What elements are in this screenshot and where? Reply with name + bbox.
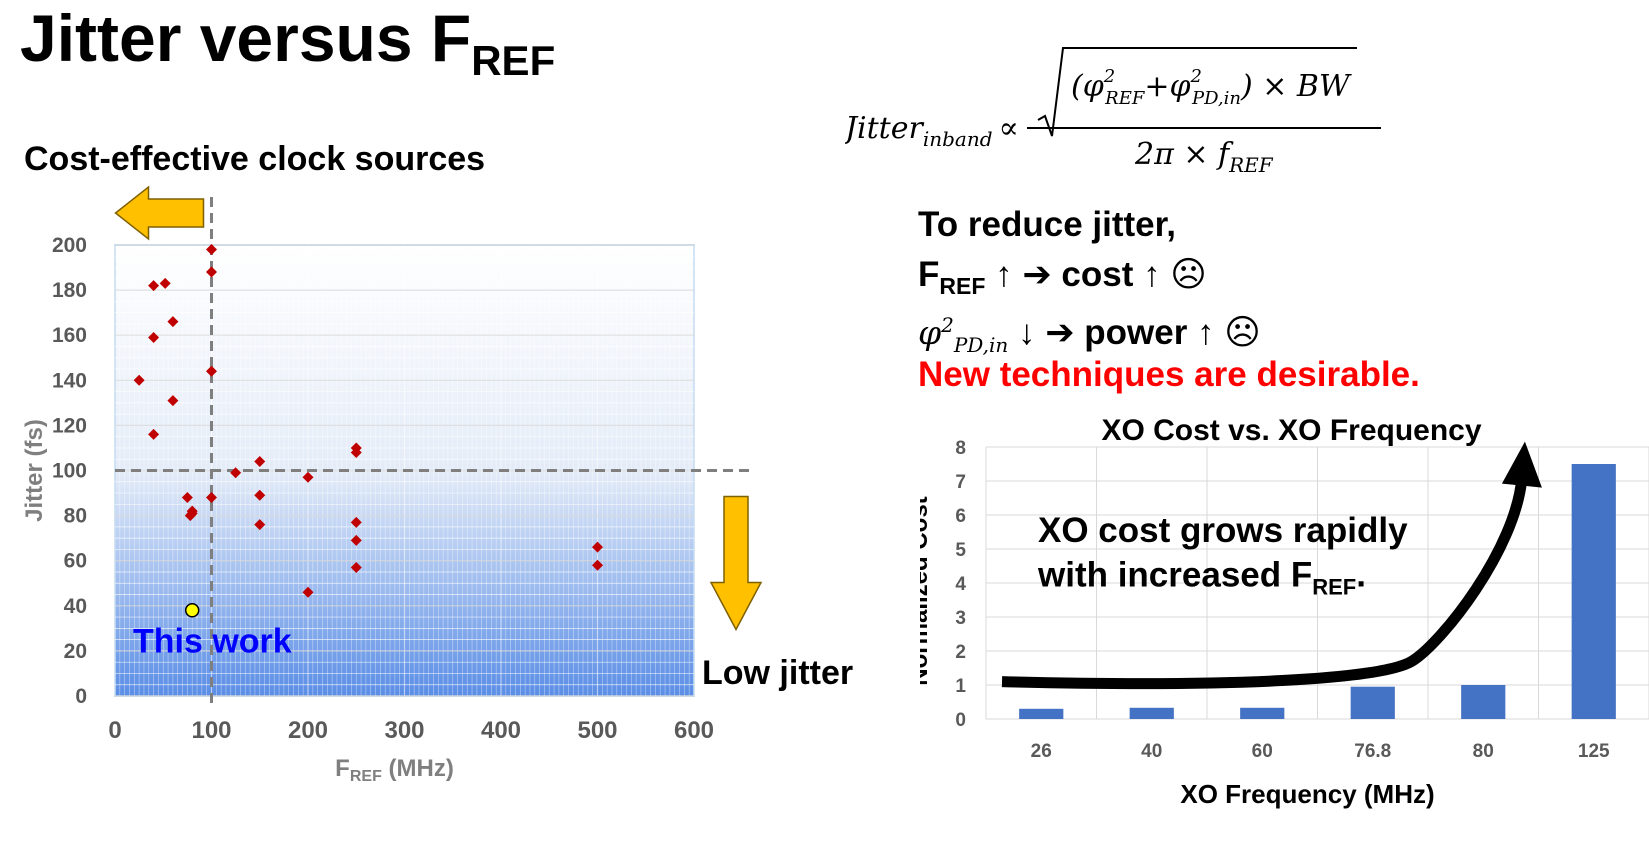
y-tick-label: 100 (52, 460, 87, 483)
xo-cost-note-line-1: XO cost grows rapidly (1038, 511, 1408, 550)
data-point (350, 446, 362, 458)
page-title: Jitter versus FREF (20, 0, 555, 85)
data-point (167, 316, 179, 328)
x-tick-label: 100 (191, 717, 231, 744)
x-tick-label: 300 (384, 717, 424, 744)
data-point (186, 505, 198, 517)
bar-y-tick-label: 4 (955, 574, 966, 595)
bar-y-axis-title: Normalized Cost (920, 496, 933, 685)
bar-y-tick-label: 7 (955, 472, 966, 493)
data-point (148, 280, 160, 292)
data-point (167, 395, 179, 407)
bar (1571, 464, 1616, 719)
jitter-scatter-chart: 0 100 200 300 400 500 600 0 20 40 60 80 100 120 140 160… (0, 180, 920, 846)
data-point (159, 277, 171, 289)
data-point (592, 559, 603, 571)
data-point (181, 492, 193, 504)
y-tick-label: 0 (75, 685, 87, 708)
x-tick-label: 0 (108, 717, 121, 744)
data-point (302, 586, 314, 598)
bar (1240, 707, 1285, 719)
bar-y-tick-label: 8 (955, 438, 966, 459)
bar-y-tick-label: 6 (955, 506, 966, 527)
this-work-label: This work (133, 622, 292, 660)
formula-lhs: Jitterinband ∝ (845, 111, 1019, 151)
data-point (350, 516, 362, 528)
xo-cost-note-line-2: with increased FREF. (1037, 555, 1366, 599)
bar-x-tick-label: 40 (1141, 741, 1162, 762)
growth-curve-arrow (1001, 477, 1528, 690)
bar-x-tick-label: 26 (1031, 741, 1052, 762)
y-tick-label: 40 (64, 595, 87, 618)
data-point (148, 331, 160, 343)
formula-denominator: 2π × fREF (1134, 137, 1274, 177)
data-point (133, 374, 145, 386)
data-point (230, 467, 242, 479)
data-point (206, 266, 217, 278)
bar-x-tick-label: 76.8 (1354, 741, 1391, 762)
low-jitter-label: Low jitter (702, 654, 853, 692)
y-tick-label: 160 (52, 324, 87, 347)
note-line-4: New techniques are desirable. (918, 355, 1420, 394)
bar-x-axis-title: XO Frequency (MHz) (1180, 779, 1434, 809)
x-tick-label: 600 (674, 717, 714, 744)
note-line-2: FREF ↑ ➔ cost ↑ ☹ (918, 255, 1207, 299)
sqrt-sign (1037, 47, 1357, 137)
bar-x-tick-label: 125 (1578, 741, 1610, 762)
arrow-up-icon (1501, 441, 1542, 488)
data-point (302, 471, 314, 483)
cost-effective-heading: Cost-effective clock sources (24, 140, 486, 178)
data-point (254, 519, 266, 531)
formula-numerator: (φ2 REF+φ2 PD,in) × BW (1071, 66, 1352, 109)
bar-chart-title: XO Cost vs. XO Frequency (1101, 415, 1481, 447)
x-tick-label: 400 (481, 717, 521, 744)
bar (1350, 686, 1395, 719)
y-tick-label: 140 (52, 369, 87, 392)
y-tick-label: 80 (64, 505, 87, 528)
bar-x-tick-label: 80 (1473, 741, 1494, 762)
bar-x-tick-label: 60 (1252, 741, 1273, 762)
data-point (206, 492, 217, 504)
x-tick-label: 500 (577, 717, 617, 744)
bar (1019, 708, 1064, 719)
bar-y-tick-label: 5 (955, 540, 966, 561)
data-point (254, 489, 266, 501)
data-point (350, 534, 362, 546)
data-point (592, 541, 603, 553)
y-tick-label: 60 (64, 550, 87, 573)
data-point (206, 365, 217, 377)
data-point (254, 455, 266, 467)
y-tick-label: 120 (52, 414, 87, 437)
y-axis-title: Jitter (fs) (21, 419, 48, 522)
bar-y-tick-label: 0 (955, 710, 966, 731)
xo-cost-bar-chart: XO Cost vs. XO Frequency 26 40 60 76.8 80 125… (906, 414, 1649, 846)
y-tick-label: 200 (52, 234, 87, 257)
title-subscript: REF (471, 37, 556, 84)
data-point (148, 428, 160, 440)
data-point (350, 561, 362, 573)
data-point (206, 244, 217, 256)
bar-y-tick-label: 1 (955, 676, 966, 697)
bar (1461, 685, 1506, 719)
jitter-reduction-notes: To reduce jitter, FREF ↑ ➔ cost ↑ ☹ φ2PD… (918, 200, 1420, 400)
note-line-3: φ2PD,in ↓ ➔ power ↑ ☹ (918, 313, 1261, 357)
note-line-1: To reduce jitter, (918, 205, 1177, 244)
bar-y-tick-label: 3 (955, 608, 966, 629)
x-axis-title: FREF (MHz) (335, 755, 454, 785)
low-jitter-arrow-down-icon (709, 495, 763, 632)
y-tick-label: 180 (52, 279, 87, 302)
bar (1129, 707, 1174, 719)
this-work-point (184, 603, 200, 618)
jitter-formula: Jitterinband ∝ (φ2 REF+φ2 PD,in) × BW 2π × … (839, 40, 1485, 190)
bar-y-tick-label: 2 (955, 642, 966, 663)
x-tick-label: 200 (288, 717, 328, 744)
y-tick-label: 20 (64, 640, 87, 663)
cost-arrow-left-icon (114, 185, 205, 241)
title-main: Jitter versus F (20, 1, 472, 75)
